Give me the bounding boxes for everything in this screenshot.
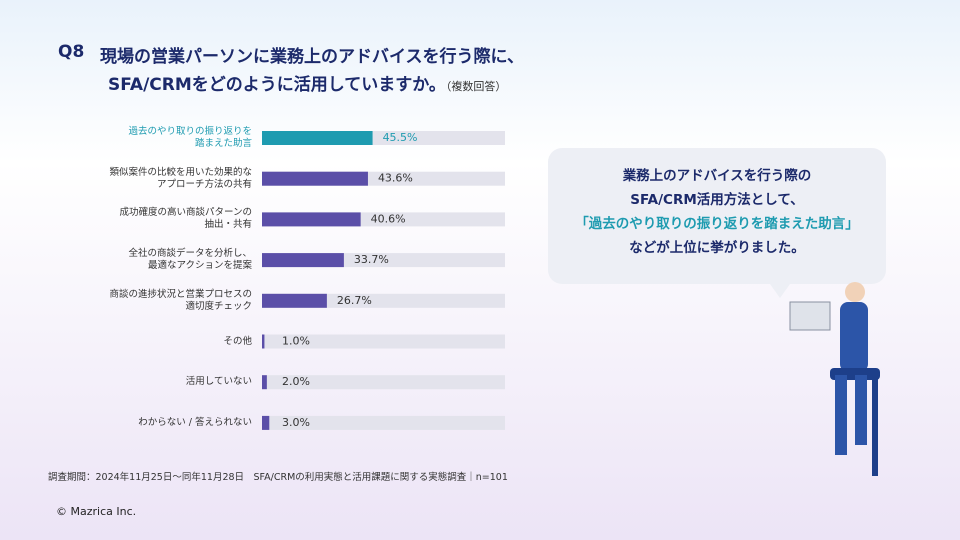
value-label: 26.7% [337, 294, 372, 307]
category-label: その他 [223, 335, 252, 347]
value-label: 43.6% [378, 172, 413, 185]
copyright: © Mazrica Inc. [56, 505, 137, 518]
callout-line: などが上位に挙がりました。 [629, 240, 805, 256]
callout-line: SFA/CRM活用方法として、 [630, 192, 804, 208]
value-label: 40.6% [371, 212, 406, 225]
person-illustration [770, 282, 880, 476]
title-line: SFA/CRMをどのように活用していますか。 [108, 75, 446, 95]
bar [262, 171, 368, 186]
callout-line: 業務上のアドバイスを行う際の [622, 168, 812, 184]
category-label: 成功確度の高い商談パターンの 抽出・共有 [119, 207, 252, 231]
bar [262, 375, 267, 390]
value-label: 33.7% [354, 253, 389, 266]
bar-track [262, 334, 505, 349]
bar-track [262, 375, 505, 390]
value-label: 45.5% [383, 131, 418, 144]
callout-highlight: 「過去のやり取りの振り返りを踏まえた助言」 [575, 216, 859, 232]
bar [262, 334, 265, 349]
category-label: 活用していない [185, 376, 252, 388]
category-label: 商談の進捗状況と営業プロセスの 適切度チェック [109, 288, 252, 312]
value-label: 1.0% [282, 335, 310, 348]
bar [262, 253, 344, 268]
category-label: 類似案件の比較を用いた効果的な アプローチ方法の共有 [109, 166, 252, 190]
category-label: 過去のやり取りの振り返りを 踏まえた助言 [128, 126, 252, 149]
title-note: （複数回答） [445, 80, 507, 93]
category-label: 全社の商談データを分析し、 最適なアクションを提案 [128, 248, 252, 272]
bar [262, 293, 327, 308]
bar [262, 212, 361, 227]
footnote: 調査期間：2024年11月25日～同年11月28日 SFA/CRMの利用実態と活… [48, 472, 508, 483]
bar-track [262, 415, 505, 430]
title-line: 現場の営業パーソンに業務上のアドバイスを行う際に、 [100, 47, 524, 67]
bar [262, 131, 373, 145]
value-label: 3.0% [282, 416, 310, 429]
bar [262, 415, 270, 430]
category-label: わからない / 答えられない [138, 416, 252, 428]
callout: 業務上のアドバイスを行う際の SFA/CRM活用方法として、 「過去のやり取りの… [548, 148, 886, 284]
title-line-2: SFA/CRMをどのように活用していますか。（複数回答） [108, 70, 506, 95]
value-label: 2.0% [282, 375, 310, 388]
question-number: Q8 [58, 42, 85, 62]
